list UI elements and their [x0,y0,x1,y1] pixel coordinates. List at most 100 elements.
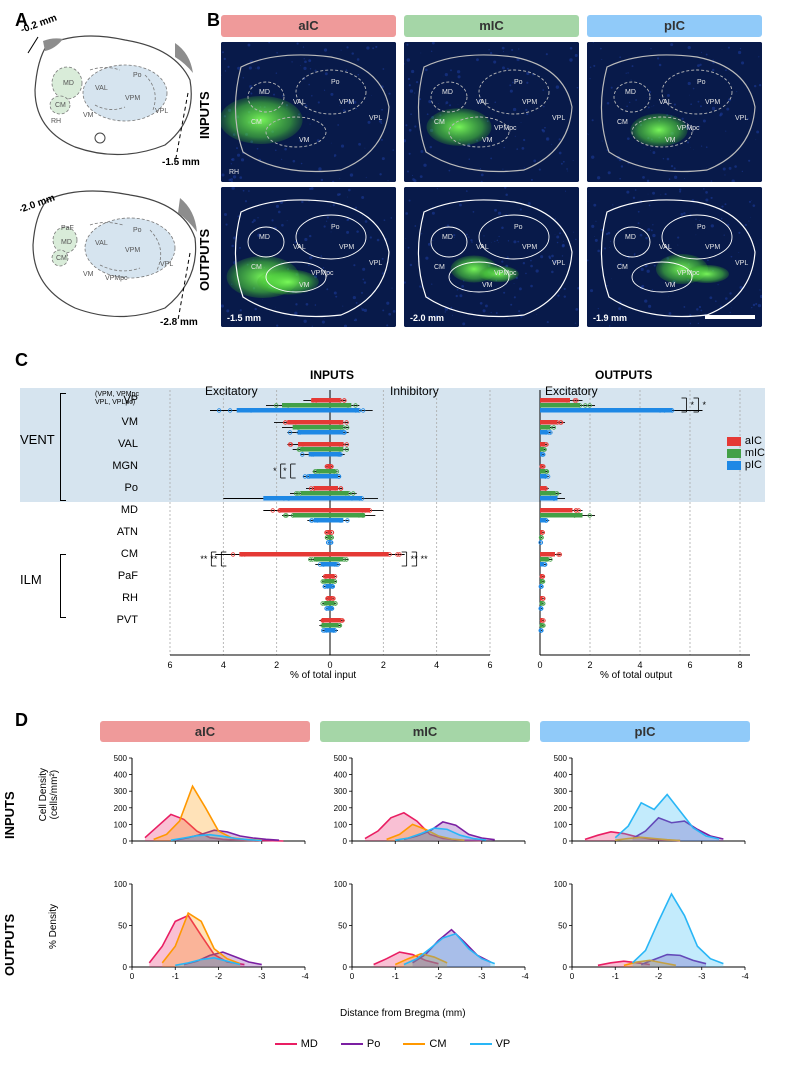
svg-text:200: 200 [554,804,568,813]
svg-text:MD: MD [61,239,72,246]
region-label: Po [70,482,138,494]
svg-text:Po: Po [514,79,523,86]
d-col-aic: aIC [100,721,310,742]
inputs-chart: 0224466********** [160,390,500,680]
group-vent: VENT [20,432,55,447]
svg-text:VPL: VPL [369,115,382,122]
svg-text:VPMpc: VPMpc [311,270,334,277]
micrograph: MDPoCMVALVPMVPLVMVPMpc-1.5 mm [221,187,396,327]
svg-text:-4: -4 [301,972,309,981]
svg-text:-3: -3 [478,972,486,981]
panel-a-label: A [15,10,28,31]
svg-text:0: 0 [350,972,355,981]
svg-text:VM: VM [665,137,676,144]
svg-text:-4: -4 [741,972,749,981]
inputs-xlabel: % of total input [290,670,356,681]
svg-text:VM: VM [83,271,94,278]
svg-text:0: 0 [563,963,568,972]
coord-a-4: -2.8 mm [160,317,198,328]
svg-text:300: 300 [114,787,128,796]
svg-text:-1.5 mm: -1.5 mm [227,313,261,323]
svg-text:300: 300 [554,787,568,796]
svg-text:50: 50 [338,922,347,931]
region-label: MD [70,504,138,516]
svg-text:Po: Po [133,227,142,234]
svg-text:*: * [283,466,287,476]
svg-text:Po: Po [133,72,142,79]
region-label: RH [70,592,138,604]
panel-b-row-outputs: OUTPUTS [197,210,212,310]
panel-b-label: B [207,10,220,31]
legend-vp: VP [496,1038,511,1050]
svg-text:CM: CM [251,264,262,271]
svg-text:0: 0 [537,660,542,670]
svg-text:VM: VM [482,137,493,144]
svg-text:VPM: VPM [705,99,720,106]
d-col-pic: pIC [540,721,750,742]
panel-a: A MD CM RH VAL Po VPM VPL VM -0.2 mm -1.… [20,15,200,335]
region-label: PVT [70,614,138,626]
svg-text:VAL: VAL [476,99,489,106]
svg-text:VM: VM [299,137,310,144]
micrograph: MDPoCMVALVPMVPLVMVPMpc [404,42,579,182]
svg-text:MD: MD [442,234,453,241]
density-plot: 0100200300400500 [540,753,750,863]
region-note: (VPM, VPMpc VPL, VPLpc) [95,391,139,407]
svg-text:**: ** [421,554,429,564]
svg-text:4: 4 [434,660,439,670]
legend-cm: CM [429,1038,446,1050]
svg-text:*: * [691,400,695,410]
svg-text:-1.9 mm: -1.9 mm [593,313,627,323]
svg-text:CM: CM [56,255,67,262]
svg-text:VPM: VPM [125,247,140,254]
svg-text:500: 500 [554,754,568,763]
svg-text:*: * [703,400,707,410]
svg-text:0: 0 [327,660,332,670]
panel-d: D INPUTS OUTPUTS aIC mIC pIC Cell Densit… [20,720,765,1050]
svg-text:100: 100 [334,820,348,829]
svg-text:Po: Po [697,79,706,86]
svg-text:4: 4 [637,660,642,670]
svg-text:4: 4 [221,660,226,670]
svg-text:2: 2 [274,660,279,670]
svg-text:-4: -4 [521,972,529,981]
svg-text:6: 6 [167,660,172,670]
panel-b-row-inputs: INPUTS [197,70,212,160]
svg-text:VPL: VPL [735,115,748,122]
svg-text:RH: RH [229,169,239,176]
svg-text:Po: Po [331,79,340,86]
legend-pic: pIC [745,459,762,471]
panel-d-row-outputs: OUTPUTS [2,895,17,995]
svg-text:100: 100 [334,880,348,889]
svg-text:VPMpc: VPMpc [677,125,700,132]
outputs-title: OUTPUTS [595,368,652,382]
density-plot: 0501000-1-2-3-4 [540,879,750,989]
svg-text:Po: Po [697,224,706,231]
svg-text:RH: RH [51,118,61,125]
svg-text:-1: -1 [172,972,180,981]
inputs-title: INPUTS [310,368,354,382]
svg-text:-3: -3 [698,972,706,981]
svg-text:CM: CM [434,119,445,126]
region-label: PaF [70,570,138,582]
svg-text:VAL: VAL [95,85,108,92]
col-header-aic: aIC [221,15,396,37]
density-plot: 0501000-1-2-3-4 [100,879,310,989]
svg-text:VAL: VAL [293,99,306,106]
panel-d-label: D [15,710,28,731]
svg-text:500: 500 [334,754,348,763]
micrograph: MDPoCMVALVPMVPLVMVPMpc [587,42,762,182]
group-ilm: ILM [20,572,42,587]
coord-a-3: -2.0 mm [20,193,57,216]
bracket-vent [60,393,66,501]
svg-text:-2: -2 [215,972,223,981]
panel-c-legend: aIC mIC pIC [727,435,765,471]
svg-text:VM: VM [665,282,676,289]
d-col-mic: mIC [320,721,530,742]
svg-text:VPMpc: VPMpc [494,125,517,132]
svg-text:-1: -1 [392,972,400,981]
svg-text:VAL: VAL [659,244,672,251]
brain-schematic-svg: MD CM RH VAL Po VPM VPL VM -0.2 mm -1.5 … [20,15,200,335]
svg-text:300: 300 [334,787,348,796]
svg-text:VAL: VAL [659,99,672,106]
